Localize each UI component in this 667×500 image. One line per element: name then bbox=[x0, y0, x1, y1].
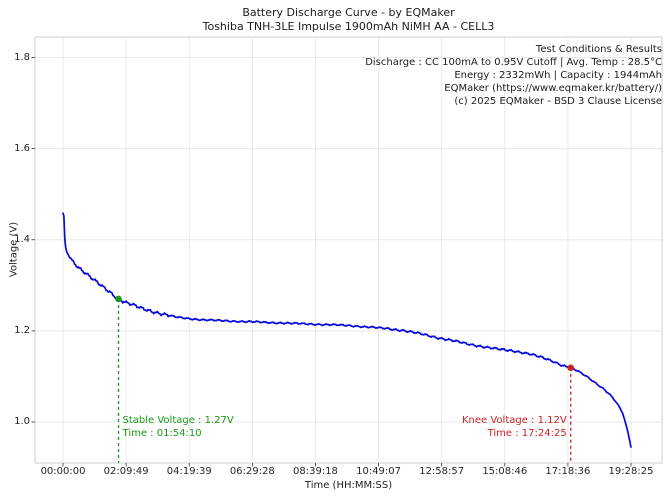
x-tick-label: 10:49:07 bbox=[356, 466, 402, 477]
y-tick-label: 1.2 bbox=[14, 324, 30, 336]
info-box-line-energy: Energy : 2332mWh | Capacity : 1944mAh bbox=[454, 70, 662, 81]
x-tick-label: 17:18:36 bbox=[545, 466, 591, 477]
knee-time-text: Time : 17:24:25 bbox=[487, 427, 567, 439]
x-tick-label: 04:19:39 bbox=[166, 466, 212, 477]
y-tick-label: 1.0 bbox=[14, 415, 30, 427]
x-tick-label: 15:08:46 bbox=[482, 466, 528, 477]
x-tick-label: 08:39:18 bbox=[293, 466, 338, 477]
x-tick-label: 06:29:28 bbox=[229, 466, 275, 477]
title-block: Battery Discharge Curve - by EQMaker Tos… bbox=[35, 6, 662, 33]
test-conditions-box: Test Conditions & Results Discharge : CC… bbox=[365, 43, 662, 108]
gridlines bbox=[35, 37, 662, 463]
x-tick-label: 19:28:25 bbox=[608, 466, 654, 477]
discharge-curve bbox=[62, 212, 632, 448]
event-markers bbox=[115, 295, 575, 372]
info-box-line-discharge: Discharge : CC 100mA to 0.95V Cutoff | A… bbox=[365, 57, 662, 68]
info-box-line-license: (c) 2025 EQMaker - BSD 3 Clause License bbox=[454, 96, 662, 107]
marker-dashed-lines bbox=[117, 298, 572, 463]
info-box-line-url: EQMaker (https://www.eqmaker.kr/battery/… bbox=[444, 83, 662, 94]
chart-title: Battery Discharge Curve - by EQMaker bbox=[242, 6, 455, 19]
knee-voltage-text: Knee Voltage : 1.12V bbox=[461, 415, 567, 426]
axis-tick-marks bbox=[31, 57, 632, 467]
x-tick-label: 12:58:57 bbox=[419, 466, 465, 477]
x-axis-label: Time (HH:MM:SS) bbox=[304, 480, 393, 491]
stable-voltage-text: Stable Voltage : 1.27V bbox=[122, 415, 234, 426]
x-tick-label: 00:00:00 bbox=[40, 466, 86, 477]
y-axis-label: Voltage (V) bbox=[8, 221, 20, 278]
chart-subtitle: Toshiba TNH-3LE Impulse 1900mAh NiMH AA … bbox=[202, 19, 495, 33]
x-tick-label: 02:09:49 bbox=[103, 466, 149, 477]
y-tick-label: 1.6 bbox=[14, 142, 30, 154]
knee-voltage-annotation: Knee Voltage : 1.12V Time : 17:24:25 bbox=[462, 415, 567, 440]
info-box-title: Test Conditions & Results bbox=[535, 44, 662, 55]
y-tick-label: 1.4 bbox=[14, 233, 30, 245]
stable-voltage-annotation: Stable Voltage : 1.27V Time : 01:54:10 bbox=[123, 415, 234, 440]
plot-border bbox=[34, 36, 663, 464]
stable-time-text: Time : 01:54:10 bbox=[122, 427, 202, 439]
y-tick-label: 1.8 bbox=[14, 51, 30, 63]
